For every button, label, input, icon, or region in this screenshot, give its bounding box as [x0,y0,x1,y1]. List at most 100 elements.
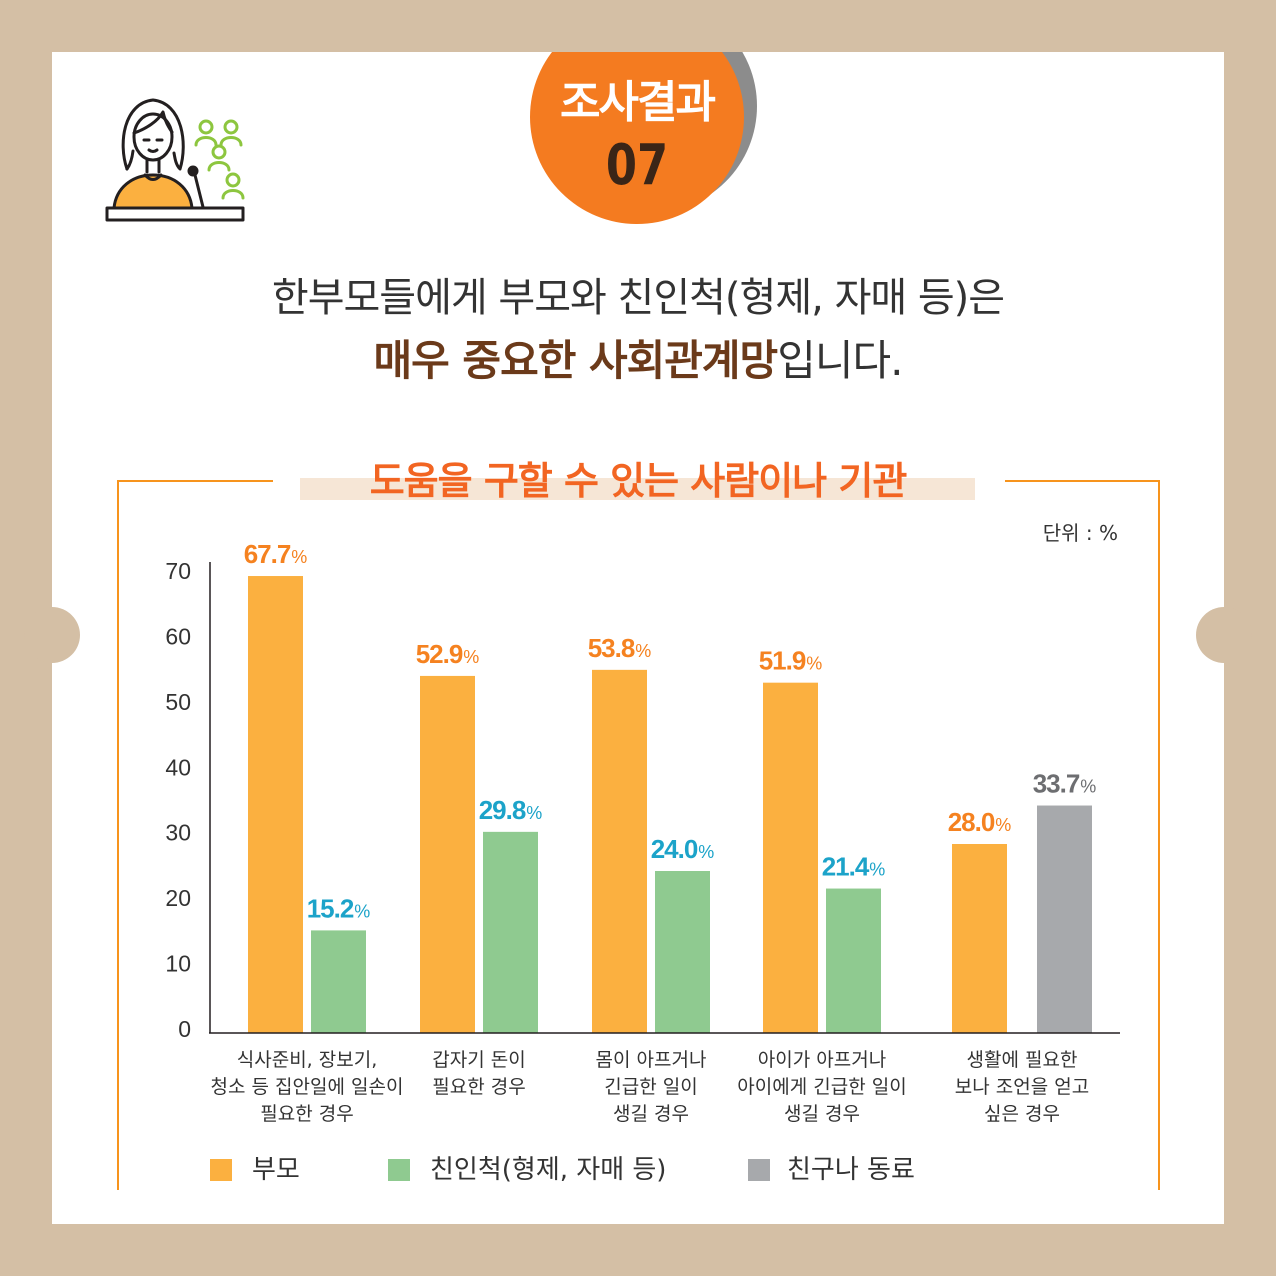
value-number: 24.0 [651,834,698,864]
bar [311,930,366,1033]
value-label: 24.0% [651,834,715,864]
headline-rest: 입니다. [777,336,903,385]
category-label: 아이가 아프거나 아이에게 긴급한 일이 생길 경우 [737,1049,907,1125]
badge-number: 07 [605,133,669,198]
hair-outline [121,98,185,171]
value-label: 29.8% [479,795,543,825]
value-unit: % [526,803,542,823]
value-label: 53.8% [588,633,652,663]
value-number: 52.9 [416,639,463,669]
category-label: 몸이 아프거나 긴급한 일이 생길 경우 [595,1049,707,1125]
value-labels: 67.7%15.2%52.9%29.8%53.8%24.0%51.9%21.4%… [244,539,1097,923]
value-unit: % [463,647,479,667]
bar [763,682,818,1033]
y-axis-ticks: 0 10 20 30 40 50 60 70 [165,558,191,1042]
category-label: 생활에 필요한 보나 조언을 얻고 싶은 경우 [954,1049,1090,1125]
collar [143,173,163,181]
audience-person-icon [219,119,243,147]
headline-line-2: 매우 중요한 사회관계망입니다. [0,333,1276,389]
presenter-at-podium-icon [105,98,245,222]
person-body [219,136,243,147]
value-label: 33.7% [1033,769,1097,799]
chart-title: 도움을 구할 수 있는 사람이나 기관 [369,459,908,503]
audience-person-icon [221,172,245,200]
value-label: 28.0% [948,807,1012,837]
value-number: 21.4 [822,852,870,882]
face [132,112,174,162]
audience-person-icon [207,144,231,172]
value-unit: % [354,901,370,921]
value-label: 21.4% [822,852,886,882]
headline-line-1: 한부모들에게 부모와 친인척(형제, 자매 등)은 [271,275,1005,321]
y-tick-label: 50 [165,689,191,715]
bar [592,669,647,1033]
headline-emphasis: 매우 중요한 사회관계망 [373,336,779,385]
y-tick-label: 20 [165,885,191,911]
person-body [221,189,245,200]
bar [248,576,303,1033]
person-body [207,161,231,172]
value-unit: % [698,842,714,862]
frame-line-top-right [1005,480,1160,482]
y-tick-label: 70 [165,558,191,584]
y-tick-label: 60 [165,623,191,649]
value-number: 28.0 [948,807,995,837]
value-unit: % [1080,777,1096,797]
bar [826,888,881,1033]
bangs [132,110,174,135]
legend-swatch-parents [210,1159,232,1181]
shoulders [112,173,194,210]
podium [105,206,245,222]
neck [145,157,161,174]
bars [248,576,1092,1033]
frame-line-left [117,480,119,1190]
category-label: 식사준비, 장보기, 청소 등 집안일에 일손이 필요한 경우 [210,1049,404,1125]
frame-line-right [1158,480,1160,1190]
person-head [225,172,241,188]
bar [655,871,710,1033]
card-notch-left [24,607,80,663]
y-tick-label: 10 [165,951,191,977]
value-number: 67.7 [244,539,291,569]
legend-item-relatives: 친인척(형제, 자매 등) [388,1155,666,1185]
legend-label-relatives: 친인척(형제, 자매 등) [430,1155,667,1185]
legend-item-friends: 친구나 동료 [748,1155,915,1185]
value-label: 52.9% [416,639,480,669]
legend-label-friends: 친구나 동료 [787,1155,915,1185]
value-label: 51.9% [759,646,823,676]
y-tick-label: 40 [165,754,191,780]
audience-person-icon [194,119,218,147]
bar [483,831,538,1033]
microphone-stand [193,173,205,209]
value-unit: % [995,815,1011,835]
legend-swatch-friends [748,1159,770,1181]
bar [420,675,475,1033]
bar [1037,805,1092,1033]
legend-swatch-relatives [388,1159,410,1181]
value-unit: % [291,547,307,567]
frame-line-top-left [117,480,273,482]
value-number: 51.9 [759,646,806,676]
value-unit: % [806,654,822,674]
legend-item-parents: 부모 [210,1155,300,1185]
person-body [194,136,218,147]
value-label: 15.2% [307,893,371,923]
value-number: 53.8 [588,633,635,663]
mouth [147,148,159,153]
value-number: 29.8 [479,795,526,825]
person-head [211,144,227,160]
badge-label: 조사결과 [560,77,716,128]
hair-strand [125,149,135,171]
chart-title-highlight [300,478,975,500]
value-number: 33.7 [1033,769,1080,799]
person-head [223,119,239,135]
value-unit: % [635,641,651,661]
category-label: 갑자기 돈이 필요한 경우 [432,1049,526,1098]
person-head [198,119,214,135]
y-tick-label: 30 [165,820,191,846]
unit-label: 단위 : % [1042,521,1118,545]
value-unit: % [869,860,885,880]
value-label: 67.7% [244,539,308,569]
y-tick-label: 0 [178,1016,191,1042]
survey-result-badge: 조사결과 07 [530,52,744,224]
